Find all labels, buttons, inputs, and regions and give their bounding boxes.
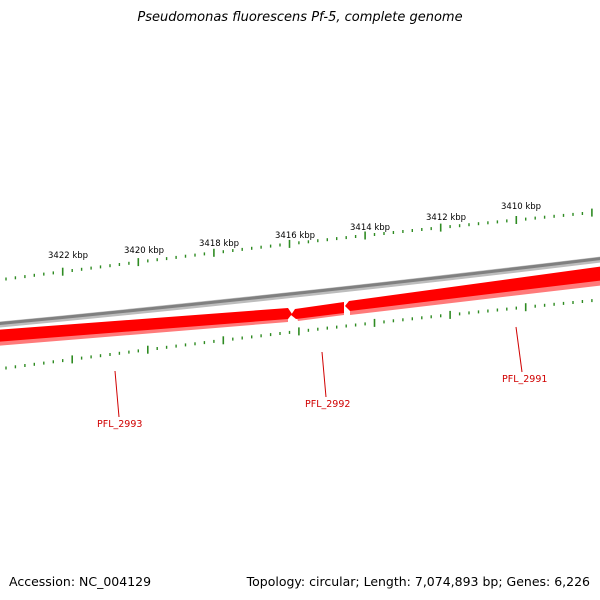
lower-tick-track (5, 299, 593, 370)
gene-label-pfl-2991: PFL_2991 (502, 374, 547, 385)
upper-tick-track (5, 208, 593, 281)
kbp-label-3418: 3418 kbp (199, 239, 239, 249)
kbp-label-3416: 3416 kbp (275, 231, 315, 241)
gene-pfl-2992-body (291, 302, 344, 319)
accession-text: Accession: NC_004129 (9, 574, 152, 589)
kbp-label-3420: 3420 kbp (124, 246, 164, 256)
gene-label-pfl-2993: PFL_2993 (97, 419, 142, 430)
kbp-label-3412: 3412 kbp (426, 213, 466, 223)
kbp-label-3410: 3410 kbp (501, 202, 541, 212)
gene-pfl-2993-leader (114, 370, 120, 418)
gene-pfl-2992[interactable] (291, 302, 344, 321)
gene-pfl-2992-leader (321, 351, 327, 398)
gene-label-pfl-2992: PFL_2992 (305, 399, 350, 410)
genome-backbone-line (0, 257, 600, 326)
gene-pfl-2993-body (0, 308, 292, 342)
gene-pfl-2991-body (345, 266, 600, 311)
kbp-label-3414: 3414 kbp (350, 223, 390, 233)
gene-pfl-2991[interactable] (345, 266, 600, 315)
map-title: Pseudomonas fluorescens Pf-5, complete g… (137, 10, 463, 25)
gene-pfl-2991-leader (515, 326, 523, 373)
gene-pfl-2993[interactable] (0, 308, 292, 346)
genome-summary-text: Topology: circular; Length: 7,074,893 bp… (246, 574, 590, 589)
kbp-label-3422: 3422 kbp (48, 251, 88, 261)
